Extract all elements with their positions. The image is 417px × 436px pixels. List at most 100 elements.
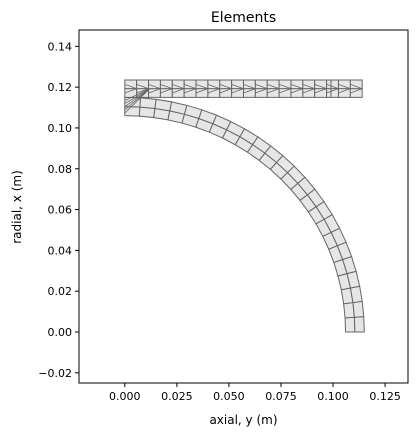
flange-element-edge [124, 88, 137, 94]
flange-element [302, 88, 316, 98]
flange-element [302, 79, 316, 90]
flange-element-edge [350, 88, 363, 94]
flange-element-edge [326, 83, 339, 90]
flange-element-edge [255, 83, 268, 90]
flange-element-edge [326, 88, 339, 94]
flange-element-edge [124, 83, 137, 90]
y-tick-label: 0.06 [48, 204, 73, 217]
flange-element-edge [243, 88, 256, 94]
arc-element [139, 97, 157, 109]
flange-element-edge [338, 88, 351, 94]
flange-element-edge [136, 88, 149, 94]
arc-element [352, 300, 365, 318]
flange-element-edge [243, 83, 256, 90]
flange-element-edge [314, 88, 327, 94]
flange-element [136, 79, 150, 90]
junction-element-edge [124, 88, 151, 104]
flange-element [326, 88, 339, 98]
x-tick-label: 0.125 [369, 390, 401, 403]
flange-element-edge [267, 88, 280, 94]
flange-element [349, 88, 363, 98]
flange-element-edge [172, 88, 185, 94]
flange-element-edge [231, 88, 244, 94]
flange-element [243, 79, 256, 90]
flange-element [148, 88, 161, 98]
flange-element [243, 88, 256, 98]
mesh-elements [124, 79, 365, 333]
flange-element-edge [207, 88, 220, 94]
arc-element [353, 316, 365, 333]
y-tick-label: 0.14 [48, 40, 73, 53]
flange-element [278, 79, 292, 90]
flange-element [124, 79, 138, 90]
flange-element-edge [148, 83, 161, 90]
flange-element-edge [207, 83, 220, 90]
flange-element-edge [136, 83, 149, 90]
flange-element [195, 88, 209, 98]
flange-element-edge [219, 88, 232, 94]
arc-element [344, 316, 356, 333]
flange-element [148, 79, 161, 90]
x-tick-label: 0.025 [161, 390, 193, 403]
flange-element [171, 79, 185, 90]
flange-element-edge [290, 88, 303, 94]
flange-element-edge [290, 83, 303, 90]
flange-element [171, 88, 185, 98]
flange-element [337, 88, 351, 98]
flange-element-edge [172, 83, 185, 90]
flange-element-edge [195, 83, 209, 90]
x-tick-label: 0.075 [265, 390, 297, 403]
flange-element [231, 88, 244, 98]
flange-element [290, 79, 304, 90]
flange-element [337, 79, 351, 90]
arc-element [349, 285, 363, 304]
flange-element [219, 88, 233, 98]
flange-element [159, 88, 173, 98]
y-tick-label: 0.10 [48, 122, 73, 135]
flange-element [314, 88, 328, 98]
flange-element-edge [314, 83, 327, 90]
flange-element [290, 88, 304, 98]
x-axis-ticks: 0.000 0.025 0.050 0.075 0.100 0.125 [109, 383, 401, 403]
flange-element-edge [219, 83, 232, 90]
x-tick-label: 0.050 [213, 390, 245, 403]
axes-frame [78, 29, 409, 384]
chart-title: Elements [211, 10, 276, 26]
y-tick-label: 0.02 [48, 285, 73, 298]
flange-element [326, 79, 339, 90]
flange-element [159, 79, 173, 90]
x-tick-label: 0.000 [109, 390, 141, 403]
flange-element [195, 79, 209, 90]
junction-element-edge [124, 88, 150, 101]
flange-element-edge [195, 88, 209, 94]
arc-element [154, 98, 173, 112]
y-tick-label: 0.08 [48, 163, 73, 176]
flange-element [254, 88, 268, 98]
flange-element-edge [302, 83, 315, 90]
flange-element [278, 88, 292, 98]
y-tick-label: 0.04 [48, 244, 73, 257]
flange-element [266, 88, 280, 98]
flange-element-edge [160, 88, 173, 94]
flange-element-edge [278, 88, 292, 94]
y-tick-label: 0.12 [48, 81, 73, 94]
flange-element [219, 79, 233, 90]
y-axis-label: radial, x (m) [10, 170, 24, 244]
flange-element-edge [231, 83, 244, 90]
flange-element [254, 79, 268, 90]
flange-element-edge [184, 83, 197, 90]
flange-element-edge [255, 88, 268, 94]
x-axis-label: axial, y (m) [209, 413, 277, 427]
y-tick-label: 0.00 [48, 326, 73, 339]
flange-element [314, 79, 328, 90]
flange-element [266, 79, 280, 90]
flange-element-edge [148, 88, 161, 94]
flange-element [207, 79, 221, 90]
flange-element [349, 79, 363, 90]
flange-element [183, 88, 197, 98]
flange-element-edge [350, 83, 363, 90]
flange-element [231, 79, 244, 90]
x-tick-label: 0.100 [317, 390, 349, 403]
